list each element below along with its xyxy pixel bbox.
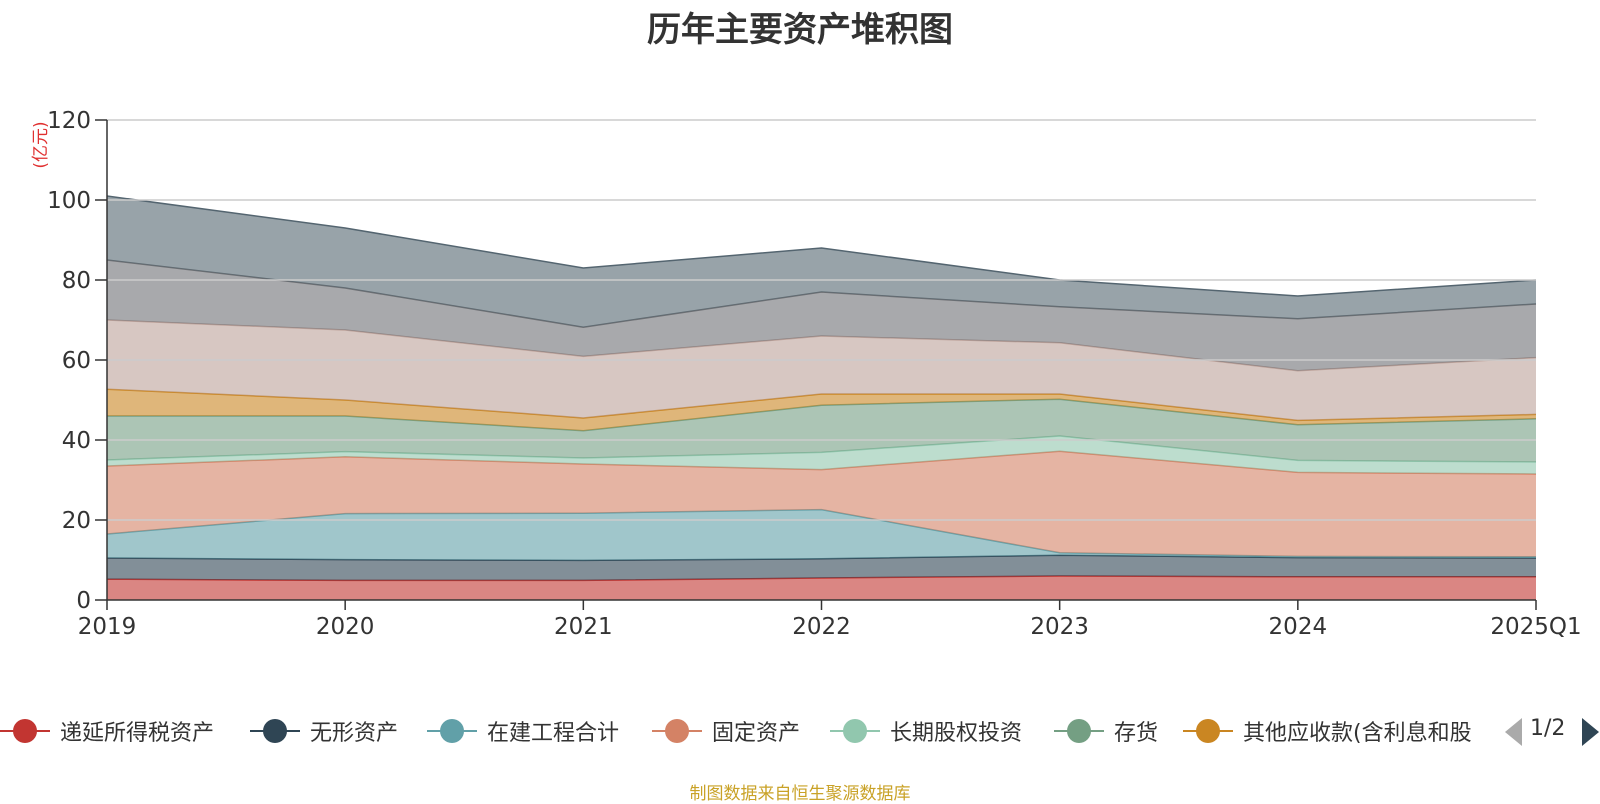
- legend-page-indicator: 1/2: [1530, 716, 1566, 741]
- chart-plot: 0 20 40 60 80 100 120 2019 2020 2021 2022 2023 2024 2…: [31, 108, 1582, 640]
- y-tick-label: 0: [76, 588, 91, 614]
- area-series-9: [107, 196, 1536, 328]
- area-series-2: [107, 509, 1536, 561]
- legend-label: 在建工程合计: [487, 721, 620, 746]
- circle-icon: [830, 717, 880, 745]
- area-series-1: [107, 555, 1536, 581]
- area-series-5: [107, 399, 1536, 462]
- legend-prev-page-icon[interactable]: [1505, 718, 1522, 746]
- area-series-7: [107, 320, 1536, 421]
- legend-label: 长期股权投资: [890, 721, 1023, 746]
- y-tick-label: 40: [62, 428, 91, 454]
- area-series-6: [107, 389, 1536, 431]
- circle-icon: [427, 717, 477, 745]
- legend-next-page-icon[interactable]: [1582, 718, 1599, 746]
- area-series-3: [107, 451, 1536, 557]
- circle-icon: [0, 717, 50, 745]
- legend-item-other-receivables[interactable]: 其他应收款(含利息和股: [1183, 706, 1472, 756]
- legend: 递延所得税资产 无形资产 在建工程合计 固定资产 长期股权投资 存货 其他应收款…: [0, 706, 1600, 756]
- x-tick-label: 2025Q1: [1490, 614, 1581, 640]
- x-tick-label: 2020: [316, 614, 375, 640]
- y-tick-label: 20: [62, 508, 91, 534]
- y-tick-label: 60: [62, 348, 91, 374]
- legend-label: 其他应收款(含利息和股: [1243, 721, 1472, 746]
- x-tick-label: 2023: [1030, 614, 1089, 640]
- area-series-4: [107, 436, 1536, 474]
- y-tick-label: 100: [47, 188, 91, 214]
- legend-item-intangible[interactable]: 无形资产: [250, 706, 398, 756]
- legend-label: 无形资产: [310, 721, 399, 746]
- y-axis-label: (亿元): [31, 121, 51, 168]
- y-tick-label: 120: [47, 108, 91, 134]
- circle-icon: [1183, 717, 1233, 745]
- circle-icon: [1054, 717, 1104, 745]
- x-tick-label: 2024: [1269, 614, 1328, 640]
- legend-label: 递延所得税资产: [60, 721, 215, 746]
- line-series-9: [106, 195, 1537, 297]
- x-tick-label: 2019: [78, 614, 137, 640]
- legend-label: 固定资产: [712, 721, 801, 746]
- x-tick-label: 2022: [792, 614, 851, 640]
- legend-item-inventory[interactable]: 存货: [1054, 706, 1158, 756]
- legend-item-equity-investment[interactable]: 长期股权投资: [830, 706, 1022, 756]
- area-series-8: [107, 260, 1536, 371]
- x-tick-label: 2021: [554, 614, 613, 640]
- circle-icon: [652, 717, 702, 745]
- legend-item-construction[interactable]: 在建工程合计: [427, 706, 619, 756]
- legend-item-deferred-tax[interactable]: 递延所得税资产: [0, 706, 214, 756]
- chart-title: 历年主要资产堆积图: [647, 10, 953, 50]
- source-note: 制图数据来自恒生聚源数据库: [689, 784, 911, 804]
- circle-icon: [250, 717, 300, 745]
- legend-item-fixed-assets[interactable]: 固定资产: [652, 706, 800, 756]
- legend-label: 存货: [1114, 721, 1159, 746]
- y-tick-label: 80: [62, 268, 91, 294]
- area-series-0: [107, 576, 1536, 600]
